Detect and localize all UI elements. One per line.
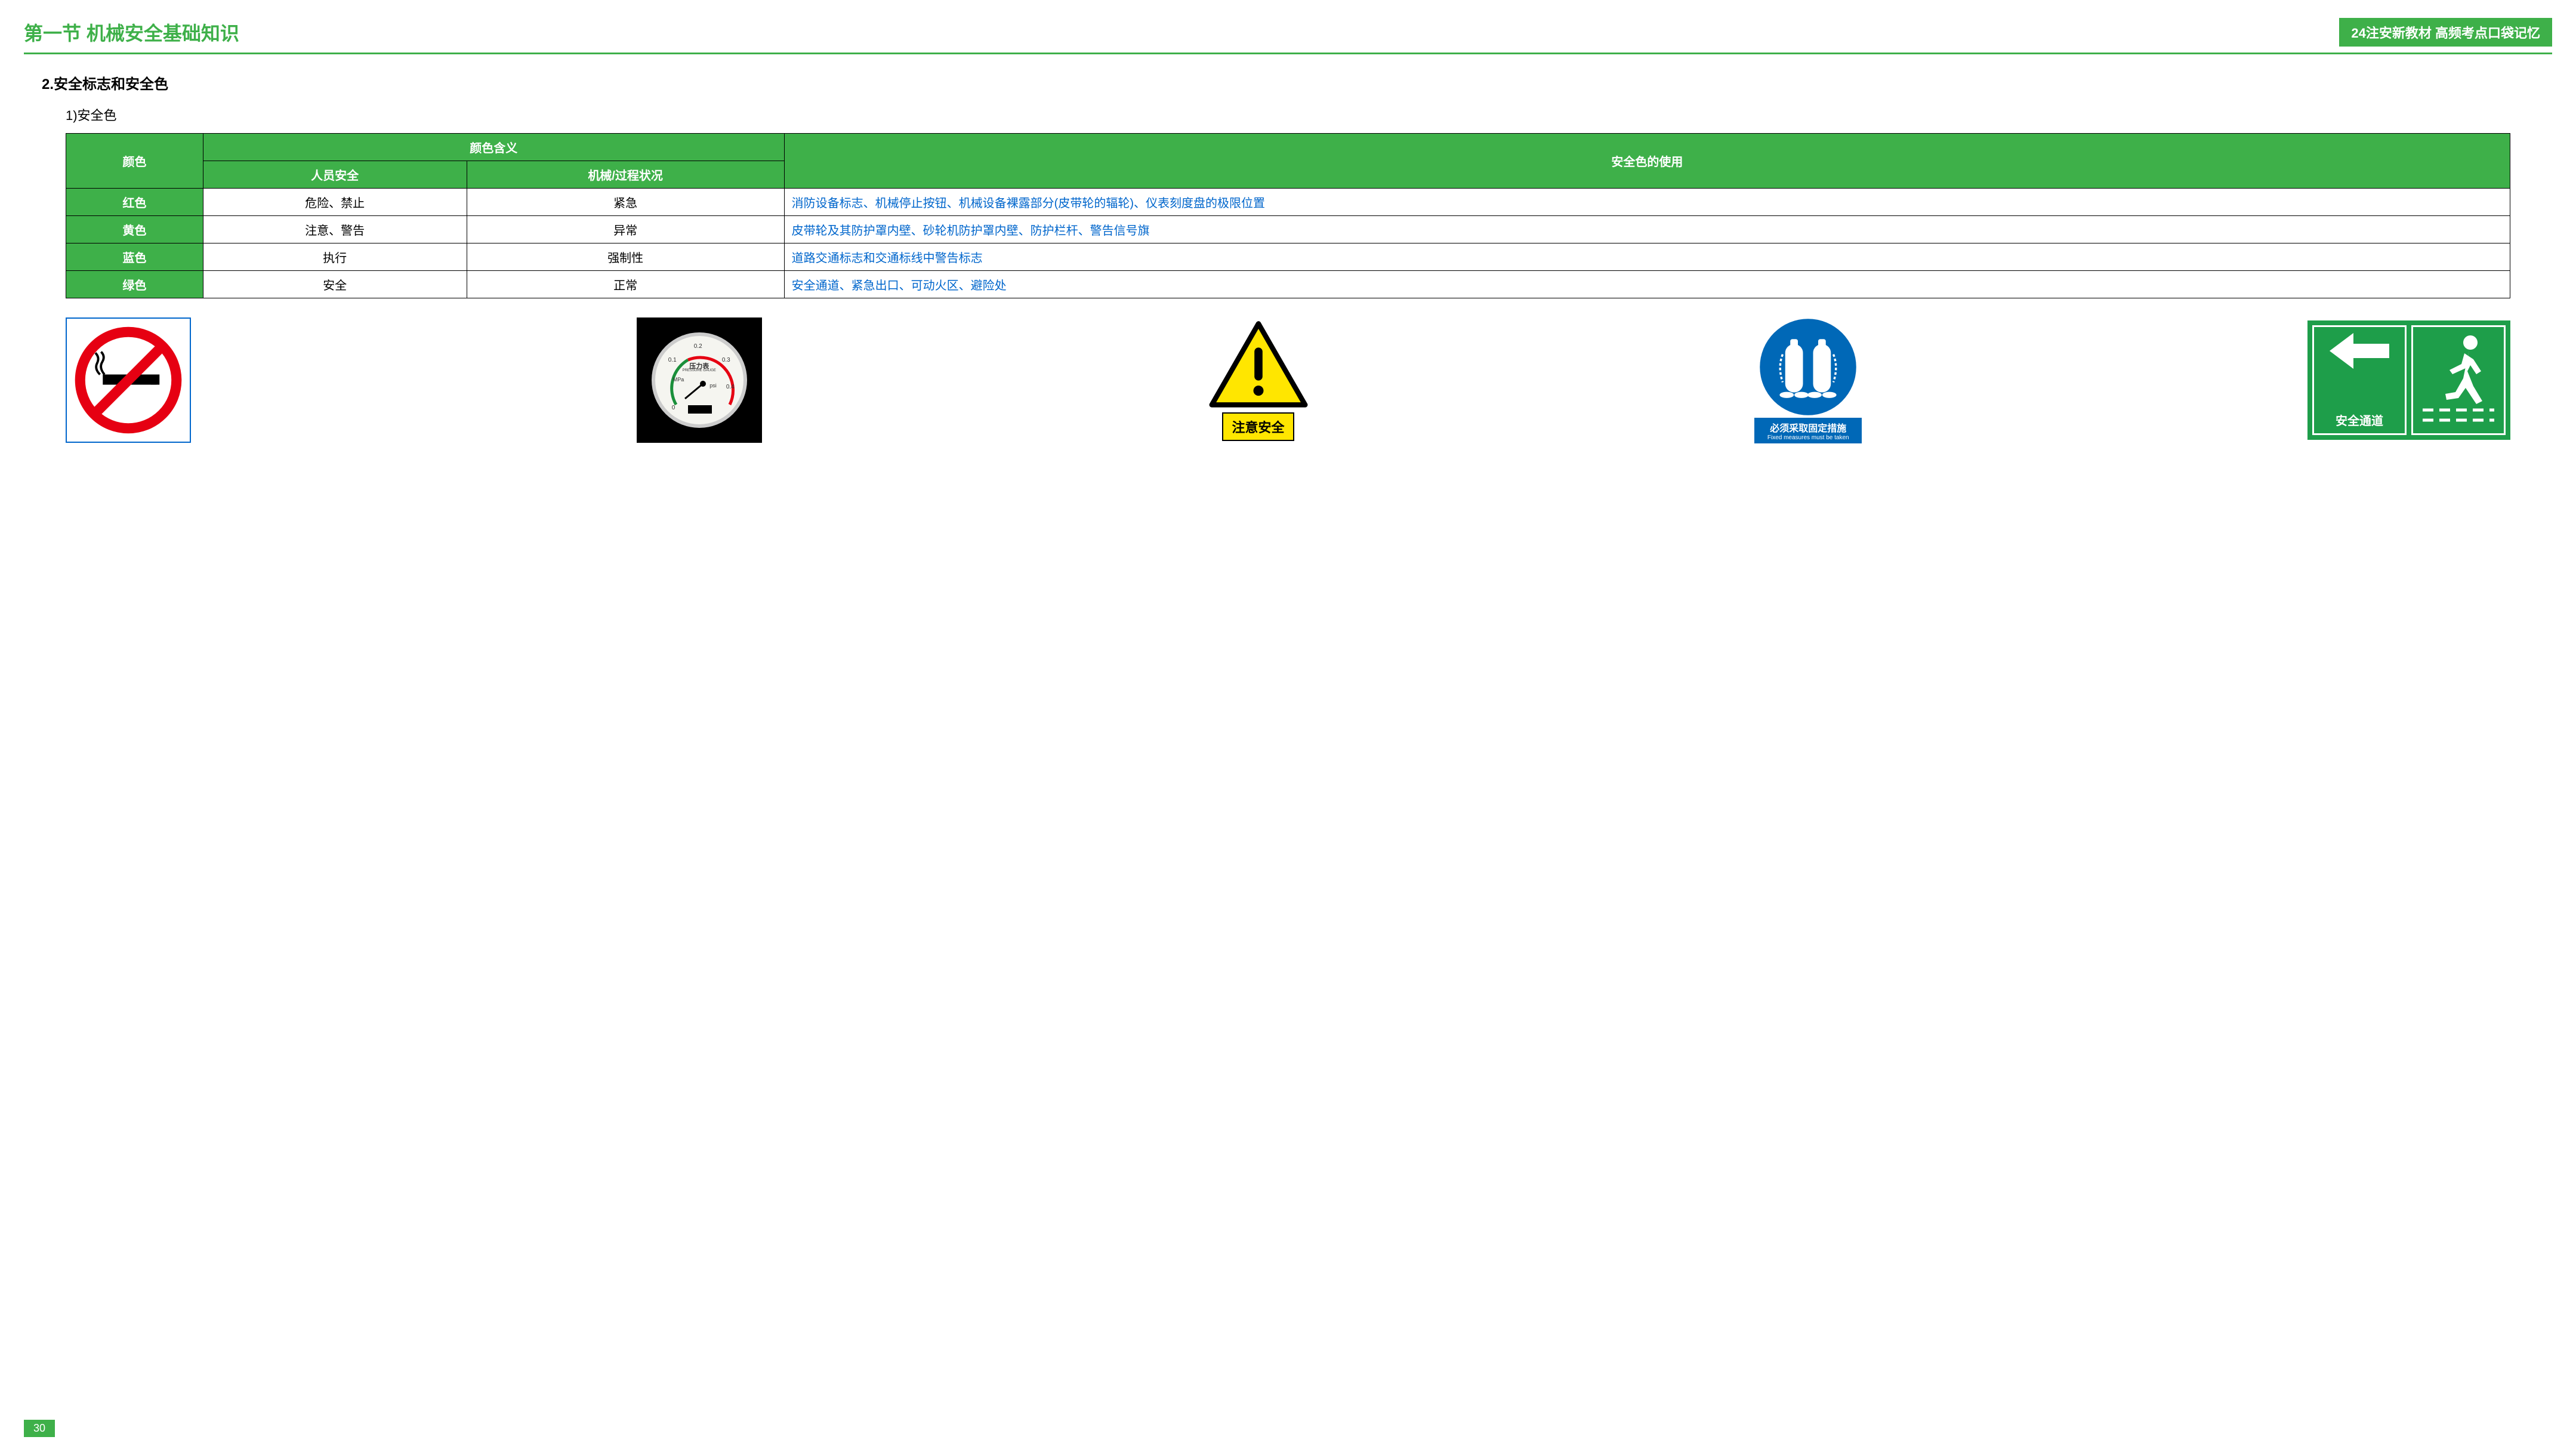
gauge-tick: 0.1 (668, 357, 677, 363)
mandatory-circle-icon (1757, 316, 1859, 418)
cell-machine: 异常 (467, 216, 784, 243)
mandatory-sign: 必须采取固定措施 Fixed measures must be taken (1754, 316, 1862, 443)
warning-label: 注意安全 (1222, 412, 1294, 441)
mandatory-label-cn: 必须采取固定措施 (1759, 420, 1857, 434)
table-row: 绿色 安全 正常 安全通道、紧急出口、可动火区、避险处 (66, 271, 2510, 298)
table-header-row: 颜色 颜色含义 安全色的使用 (66, 134, 2510, 161)
th-meaning: 颜色含义 (203, 134, 784, 161)
page-number: 30 (24, 1420, 55, 1437)
gauge-label-en: PRESSURE GAUGE (683, 369, 716, 372)
cell-color: 蓝色 (66, 243, 203, 271)
cell-personnel: 执行 (203, 243, 467, 271)
safety-color-table: 颜色 颜色含义 安全色的使用 人员安全 机械/过程状况 红色 危险、禁止 紧急 … (66, 133, 2510, 298)
exit-box: 安全通道 (2307, 320, 2510, 440)
running-person-icon (2417, 329, 2500, 431)
cell-usage: 皮带轮及其防护罩内壁、砂轮机防护罩内壁、防护栏杆、警告信号旗 (784, 216, 2510, 243)
th-usage: 安全色的使用 (784, 134, 2510, 189)
no-smoking-icon (66, 317, 191, 443)
subsection-label: 1)安全色 (66, 105, 2552, 124)
exit-arrow-panel: 安全通道 (2312, 325, 2407, 435)
gauge-unit-psi: psi (709, 383, 717, 389)
gauge-tick: 0.2 (694, 343, 702, 350)
gauge-icon: 压力表 PRESSURE GAUGE MPa psi 0.1 0.2 0.3 0… (652, 332, 747, 428)
cell-machine: 正常 (467, 271, 784, 298)
cell-machine: 紧急 (467, 189, 784, 216)
cell-color: 黄色 (66, 216, 203, 243)
exit-person-panel (2411, 325, 2506, 435)
table-row: 蓝色 执行 强制性 道路交通标志和交通标线中警告标志 (66, 243, 2510, 271)
gauge-unit: MPa (673, 377, 684, 383)
cell-color: 绿色 (66, 271, 203, 298)
gauge-tick: 0.4 (726, 384, 735, 390)
gauge-box: 压力表 PRESSURE GAUGE MPa psi 0.1 0.2 0.3 0… (637, 317, 762, 443)
table-row: 黄色 注意、警告 异常 皮带轮及其防护罩内壁、砂轮机防护罩内壁、防护栏杆、警告信… (66, 216, 2510, 243)
gauge-tick: 0 (672, 405, 675, 411)
warning-sign: 注意安全 (1208, 316, 1309, 443)
page-header: 第一节 机械安全基础知识 24注安新教材 高频考点口袋记忆 (24, 18, 2552, 54)
cell-usage: 消防设备标志、机械停止按钮、机械设备裸露部分(皮带轮的辐轮)、仪表刻度盘的极限位… (784, 189, 2510, 216)
mandatory-label: 必须采取固定措施 Fixed measures must be taken (1754, 418, 1862, 443)
cell-machine: 强制性 (467, 243, 784, 271)
th-personnel: 人员安全 (203, 161, 467, 189)
gauge-tick: 0.3 (722, 357, 730, 363)
header-badge: 24注安新教材 高频考点口袋记忆 (2339, 18, 2552, 47)
mandatory-label-en: Fixed measures must be taken (1759, 434, 1857, 441)
pressure-gauge-sign: 压力表 PRESSURE GAUGE MPa psi 0.1 0.2 0.3 0… (637, 316, 762, 443)
no-smoking-sign (66, 316, 191, 443)
warning-triangle-icon (1208, 319, 1309, 409)
exit-sign: 安全通道 (2307, 316, 2510, 443)
section-title: 第一节 机械安全基础知识 (24, 19, 239, 46)
cell-personnel: 安全 (203, 271, 467, 298)
cell-usage: 道路交通标志和交通标线中警告标志 (784, 243, 2510, 271)
cell-personnel: 危险、禁止 (203, 189, 467, 216)
cell-usage: 安全通道、紧急出口、可动火区、避险处 (784, 271, 2510, 298)
subtitle: 2.安全标志和安全色 (42, 72, 2552, 93)
dash-line-icon (2315, 420, 2404, 432)
table-row: 红色 危险、禁止 紧急 消防设备标志、机械停止按钮、机械设备裸露部分(皮带轮的辐… (66, 189, 2510, 216)
sign-examples-row: 压力表 PRESSURE GAUGE MPa psi 0.1 0.2 0.3 0… (66, 316, 2510, 443)
cell-color: 红色 (66, 189, 203, 216)
arrow-left-icon (2324, 327, 2395, 375)
th-color: 颜色 (66, 134, 203, 189)
cell-personnel: 注意、警告 (203, 216, 467, 243)
th-machine: 机械/过程状况 (467, 161, 784, 189)
